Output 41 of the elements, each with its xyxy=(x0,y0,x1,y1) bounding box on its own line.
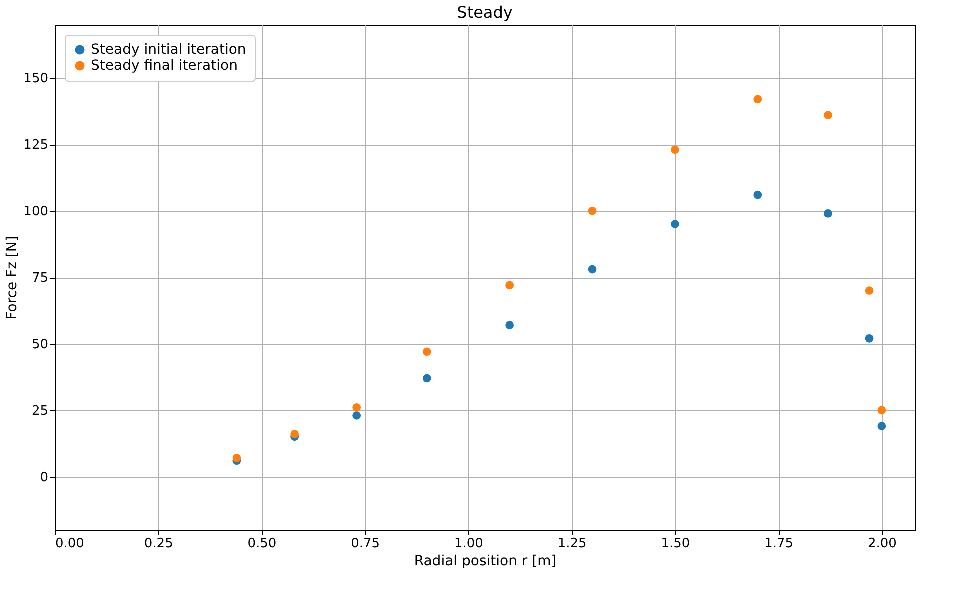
point xyxy=(588,265,597,274)
point xyxy=(878,406,886,415)
y-tick-label: 150 xyxy=(24,72,48,87)
point xyxy=(824,111,832,120)
point xyxy=(290,430,299,438)
point xyxy=(671,220,680,229)
point xyxy=(422,374,432,383)
point xyxy=(754,95,762,104)
y-tick-label: 25 xyxy=(32,404,48,419)
x-tick-label: 1.00 xyxy=(454,536,484,552)
point xyxy=(878,422,886,431)
point xyxy=(865,286,874,295)
point xyxy=(352,412,362,420)
point xyxy=(824,210,832,218)
y-tick-label: 125 xyxy=(24,138,48,154)
x-tick-label: 0.00 xyxy=(56,536,84,552)
point xyxy=(865,334,874,343)
point xyxy=(352,404,362,412)
y-tick-label: 75 xyxy=(32,271,48,286)
legend-label: Steady initial iteration xyxy=(91,42,246,58)
point xyxy=(671,146,680,154)
x-tick-label: 1.50 xyxy=(661,536,690,552)
x-tick-label: 0.25 xyxy=(144,536,174,552)
x-tick-label: 0.75 xyxy=(351,536,380,552)
x-axis-title: Radial position r [m] xyxy=(414,554,557,570)
x-tick-label: 0.50 xyxy=(248,536,277,552)
chart-title: Steady xyxy=(457,3,513,22)
y-tick-label: 100 xyxy=(24,204,48,220)
point xyxy=(506,321,514,330)
y-tick-label: 0 xyxy=(40,470,48,486)
legend-label: Steady final iteration xyxy=(91,58,238,74)
point xyxy=(422,348,432,356)
x-tick-label: 1.25 xyxy=(558,536,587,552)
y-axis-title: Force Fz [N] xyxy=(4,236,21,320)
point xyxy=(506,281,514,290)
point xyxy=(588,206,597,216)
x-tick-label: 1.75 xyxy=(764,536,794,552)
point xyxy=(232,454,242,462)
point xyxy=(754,190,762,200)
y-tick-label: 50 xyxy=(32,337,48,352)
x-tick-label: 2.00 xyxy=(868,536,897,552)
